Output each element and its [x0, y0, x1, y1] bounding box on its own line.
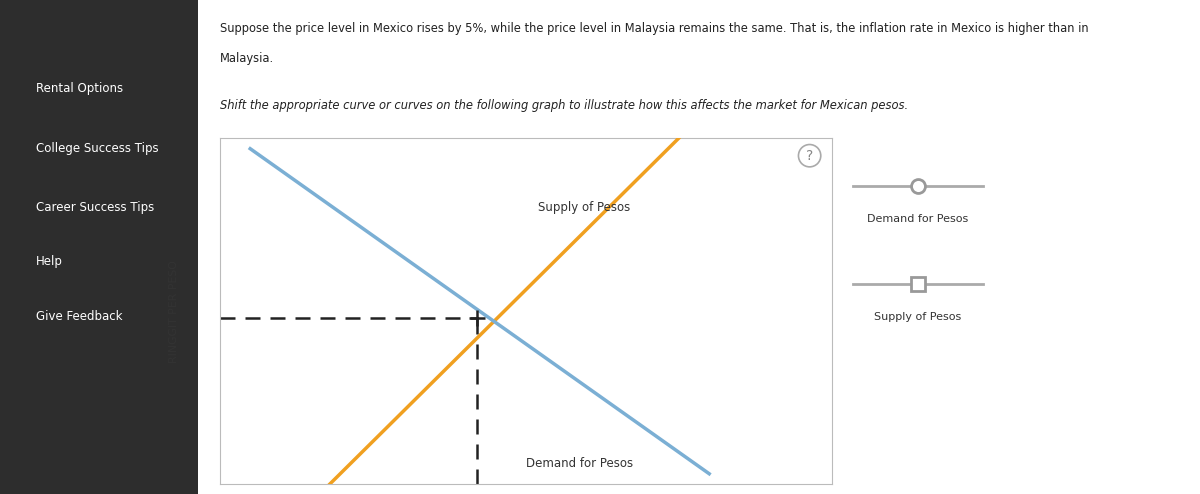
Text: RINGGIT PER PESO: RINGGIT PER PESO [169, 260, 179, 363]
Text: Shift the appropriate curve or curves on the following graph to illustrate how t: Shift the appropriate curve or curves on… [220, 99, 908, 112]
Text: Supply of Pesos: Supply of Pesos [538, 201, 630, 214]
Text: Supply of Pesos: Supply of Pesos [875, 312, 961, 322]
Text: Rental Options: Rental Options [36, 82, 122, 95]
Text: Demand for Pesos: Demand for Pesos [868, 214, 968, 224]
Text: Help: Help [36, 255, 62, 268]
Text: Give Feedback: Give Feedback [36, 310, 122, 323]
Text: Malaysia.: Malaysia. [220, 52, 274, 65]
Text: College Success Tips: College Success Tips [36, 142, 158, 155]
Text: Demand for Pesos: Demand for Pesos [526, 457, 632, 470]
Text: Career Success Tips: Career Success Tips [36, 201, 154, 214]
Text: ?: ? [806, 149, 814, 163]
Text: Suppose the price level in Mexico rises by 5%, while the price level in Malaysia: Suppose the price level in Mexico rises … [220, 22, 1088, 35]
